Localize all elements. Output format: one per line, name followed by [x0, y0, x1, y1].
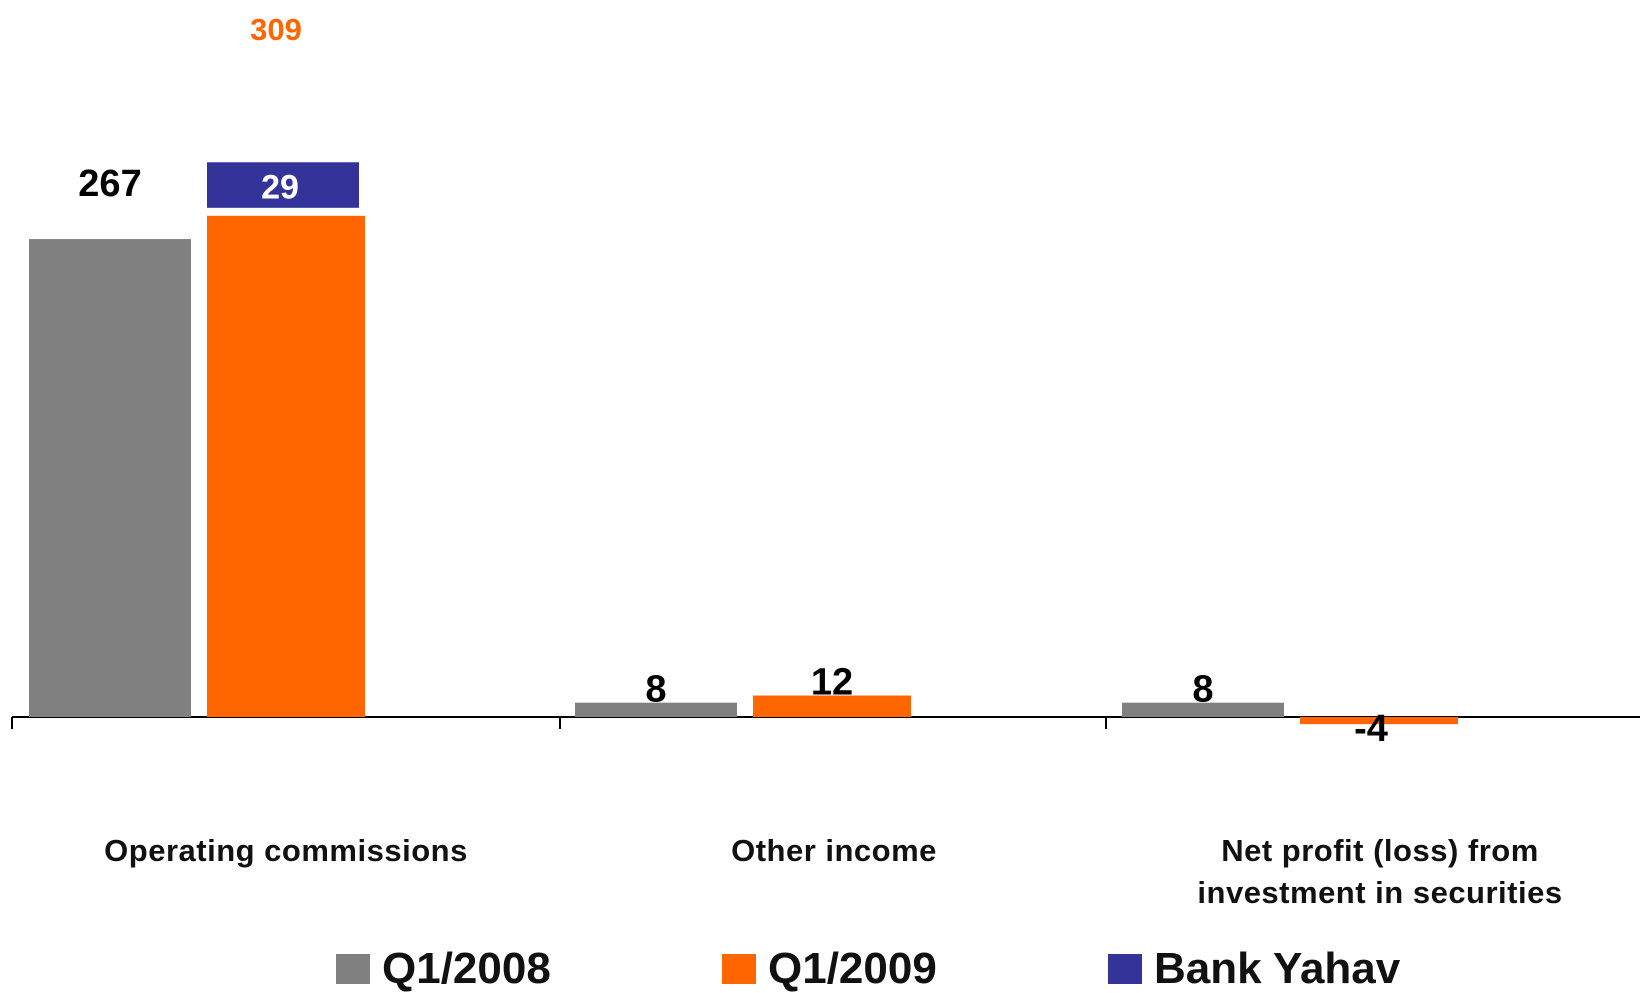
bar-bank-yahav-operating-commissions	[207, 162, 359, 208]
bar-q1-2008-operating-commissions	[29, 239, 191, 717]
category-label-net-profit: Net profit (loss) from investment in sec…	[1197, 833, 1563, 910]
bar-q1-2009-net-profit	[1300, 717, 1458, 725]
data-label-total-operating-commissions: 309	[250, 12, 302, 47]
legend-swatch-q1-2008	[336, 953, 370, 984]
data-label-q1-2008-net-profit: 8	[1192, 669, 1213, 711]
category-label-other-income: Other income	[731, 833, 937, 868]
legend-label-bank-yahav: Bank Yahav	[1154, 944, 1401, 993]
legend-label-q1-2009: Q1/2009	[768, 944, 937, 993]
data-label-q1-2008-operating-commissions: 267	[78, 163, 141, 205]
data-label-q1-2008-other-income: 8	[645, 669, 666, 711]
data-label-q1-2009-other-income: 12	[811, 662, 853, 704]
data-label-bank-yahav-operating-commissions: 29	[261, 168, 299, 206]
bar-q1-2008-other-income	[575, 702, 737, 717]
legend-item-q1-2009: Q1/2009	[722, 946, 937, 991]
bar-q1-2009-other-income	[753, 695, 911, 717]
data-label-q1-2009-net-profit: -4	[1354, 708, 1388, 750]
legend-swatch-q1-2009	[722, 953, 756, 984]
category-label-operating-commissions: Operating commissions	[104, 833, 468, 868]
legend-label-q1-2008: Q1/2008	[382, 944, 551, 993]
legend-swatch-bank-yahav	[1108, 953, 1142, 984]
legend-item-bank-yahav: Bank Yahav	[1108, 946, 1400, 991]
legend-item-q1-2008: Q1/2008	[336, 946, 551, 991]
legend: Q1/2008 Q1/2009 Bank Yahav	[0, 946, 1640, 991]
bar-q1-2009-operating-commissions	[207, 215, 365, 718]
bar-q1-2008-net-profit	[1122, 702, 1284, 717]
